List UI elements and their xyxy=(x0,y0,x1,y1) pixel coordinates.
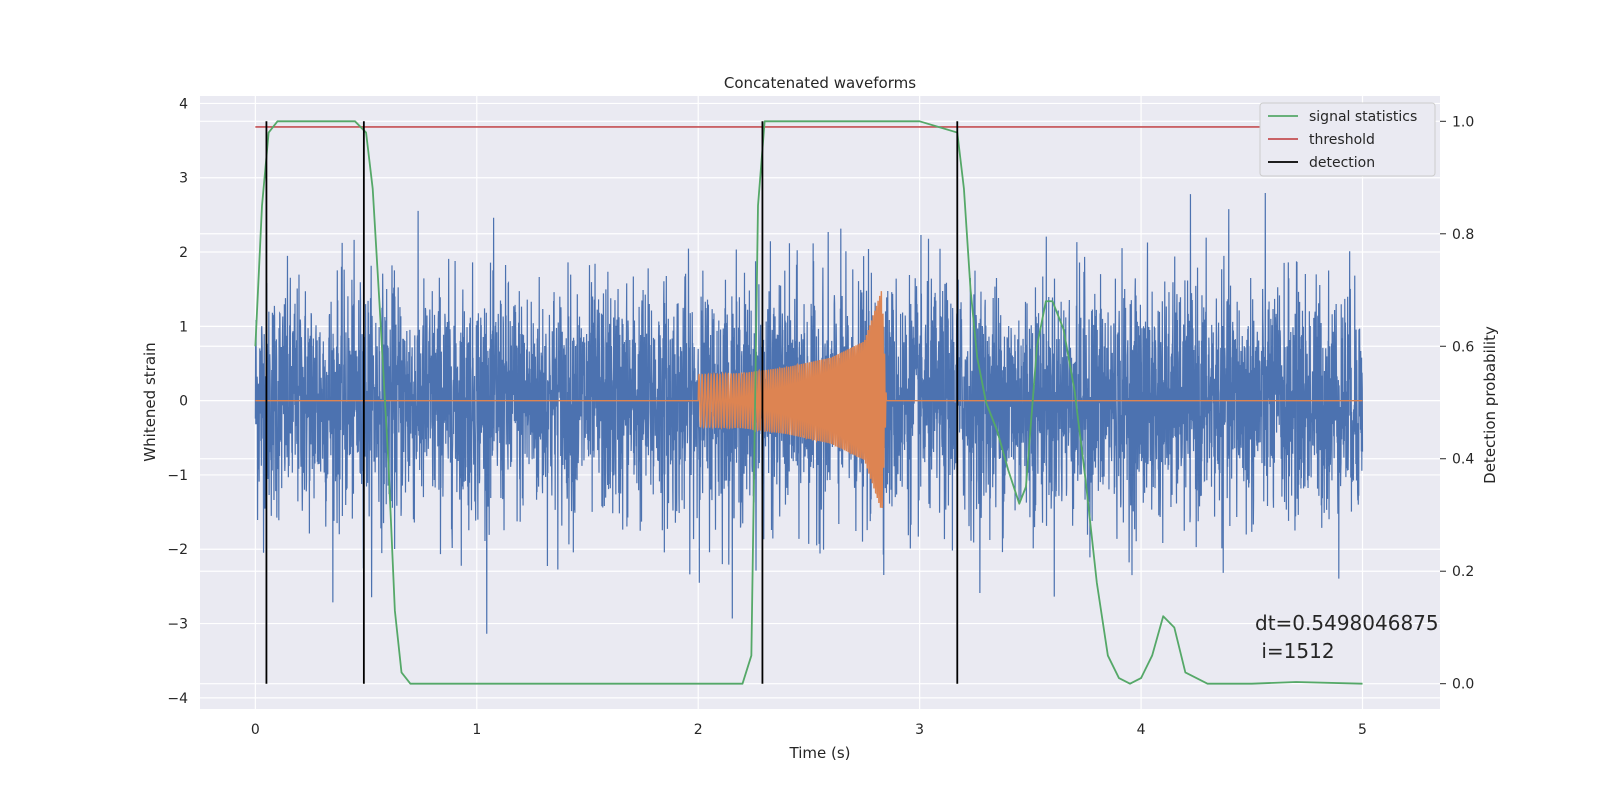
x-tick-label: 3 xyxy=(915,722,924,738)
y-tick-label: 1 xyxy=(179,319,188,335)
y-right-tick-label: 0.8 xyxy=(1452,227,1474,243)
y-tick-label: −2 xyxy=(167,542,188,558)
data-layer xyxy=(254,120,1364,685)
x-tick-label: 2 xyxy=(694,722,703,738)
y-tick-label: 0 xyxy=(179,394,188,410)
x-tick-label: 5 xyxy=(1358,722,1367,738)
x-axis-label: Time (s) xyxy=(789,744,851,762)
y-axis-label: Whitened strain xyxy=(141,342,159,461)
annotation-dt: dt=0.5498046875 xyxy=(1255,611,1439,635)
legend-label-threshold: threshold xyxy=(1309,132,1375,148)
y-tick-label: 3 xyxy=(179,171,188,187)
y-tick-label: −3 xyxy=(167,617,188,633)
legend-box xyxy=(1259,102,1436,177)
y-right-tick-label: 0.0 xyxy=(1452,677,1474,693)
y-right-tick-label: 1.0 xyxy=(1452,114,1474,130)
y-tick-label: −4 xyxy=(167,691,188,707)
series-signal-statistics xyxy=(254,120,1363,685)
chart-title: Concatenated waveforms xyxy=(724,74,916,92)
y-right-tick-label: 0.4 xyxy=(1452,452,1474,468)
y-tick-label: 4 xyxy=(179,96,188,112)
y-right-tick-label: 0.2 xyxy=(1452,564,1474,580)
legend: signal statistics threshold detection xyxy=(1259,102,1436,177)
series-injected-waveform xyxy=(255,291,1363,508)
x-tick-label: 1 xyxy=(472,722,481,738)
legend-label-signal-statistics: signal statistics xyxy=(1309,109,1417,125)
y-axis-right-label: Detection probability xyxy=(1481,326,1499,484)
y-tick-label: −1 xyxy=(167,468,188,484)
y-right-tick-label: 0.6 xyxy=(1452,339,1474,355)
legend-label-detection: detection xyxy=(1309,155,1375,171)
y-tick-label: 2 xyxy=(179,245,188,261)
annotation-index: i=1512 xyxy=(1255,639,1335,663)
tick-layer: 0 1 2 3 4 5 −4 −3 −2 −1 0 1 2 3 4 0.0 0.2 0.4 0.6 0.8 1.0 xyxy=(167,96,1474,738)
x-tick-label: 0 xyxy=(251,722,260,738)
x-tick-label: 4 xyxy=(1137,722,1146,738)
